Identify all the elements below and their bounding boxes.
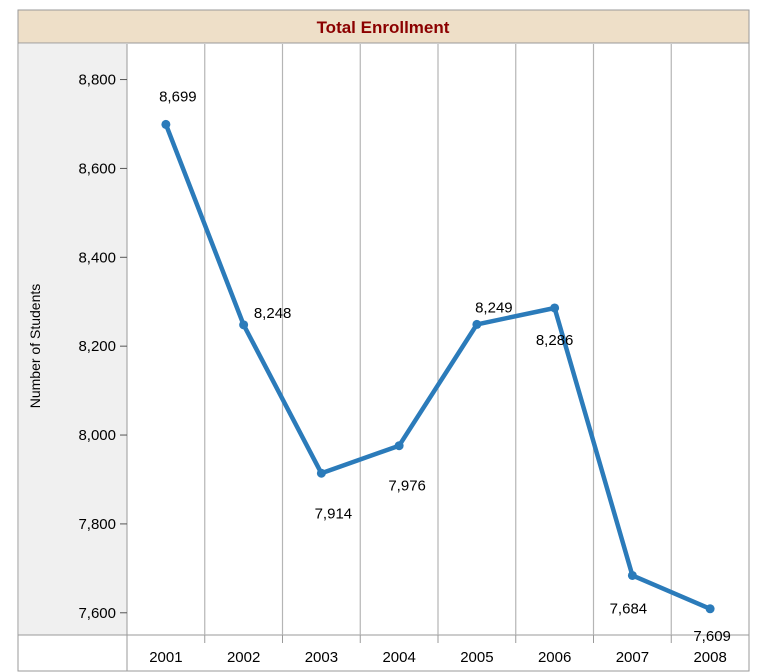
chart-frame [17,9,750,672]
title-bar [17,9,750,44]
x-tick-label: 2003 [305,649,338,666]
data-point [161,119,171,129]
x-tick-label: 2008 [693,649,726,666]
data-label: 8,248 [254,305,292,322]
x-tick-label: 2004 [382,649,415,666]
data-label: 7,976 [388,478,426,495]
data-point [705,604,715,614]
y-axis-panel [19,44,127,635]
x-tick-label: 2006 [538,649,571,666]
data-point [627,570,637,580]
y-axis-ticks: 7,600 7,800 8,000 8,200 8,400 8,600 8,800 [78,72,127,622]
data-point [239,320,249,330]
series-enrollment [161,119,715,614]
y-tick-label: 8,400 [78,249,116,266]
y-tick-label: 8,600 [78,160,116,177]
x-axis-ticks: 2001 2002 2003 2004 2005 2006 2007 2008 [149,635,727,666]
data-point [472,319,482,329]
y-tick-label: 8,800 [78,72,116,89]
data-label: 8,286 [536,332,574,349]
chart-title: Total Enrollment [317,18,450,37]
data-label: 8,699 [159,88,197,105]
data-label: 7,684 [610,600,648,617]
y-tick-label: 7,800 [78,516,116,533]
data-label: 7,609 [693,628,731,645]
series-line [163,122,713,612]
data-point [550,303,560,313]
data-label: 7,914 [315,505,353,522]
x-tick-label: 2005 [460,649,493,666]
y-tick-label: 7,600 [78,605,116,622]
y-axis-label: Number of Students [27,284,43,409]
x-tick-label: 2007 [616,649,649,666]
x-tick-label: 2002 [227,649,260,666]
y-tick-label: 8,000 [78,427,116,444]
data-point [394,441,404,451]
data-labels: 8,699 8,248 7,914 7,976 8,249 8,286 7,684 7,609 [159,88,731,644]
data-point [316,468,326,478]
grid-lines [204,44,672,635]
y-tick-label: 8,200 [78,338,116,355]
data-label: 8,249 [475,299,513,316]
x-tick-label: 2001 [149,649,182,666]
